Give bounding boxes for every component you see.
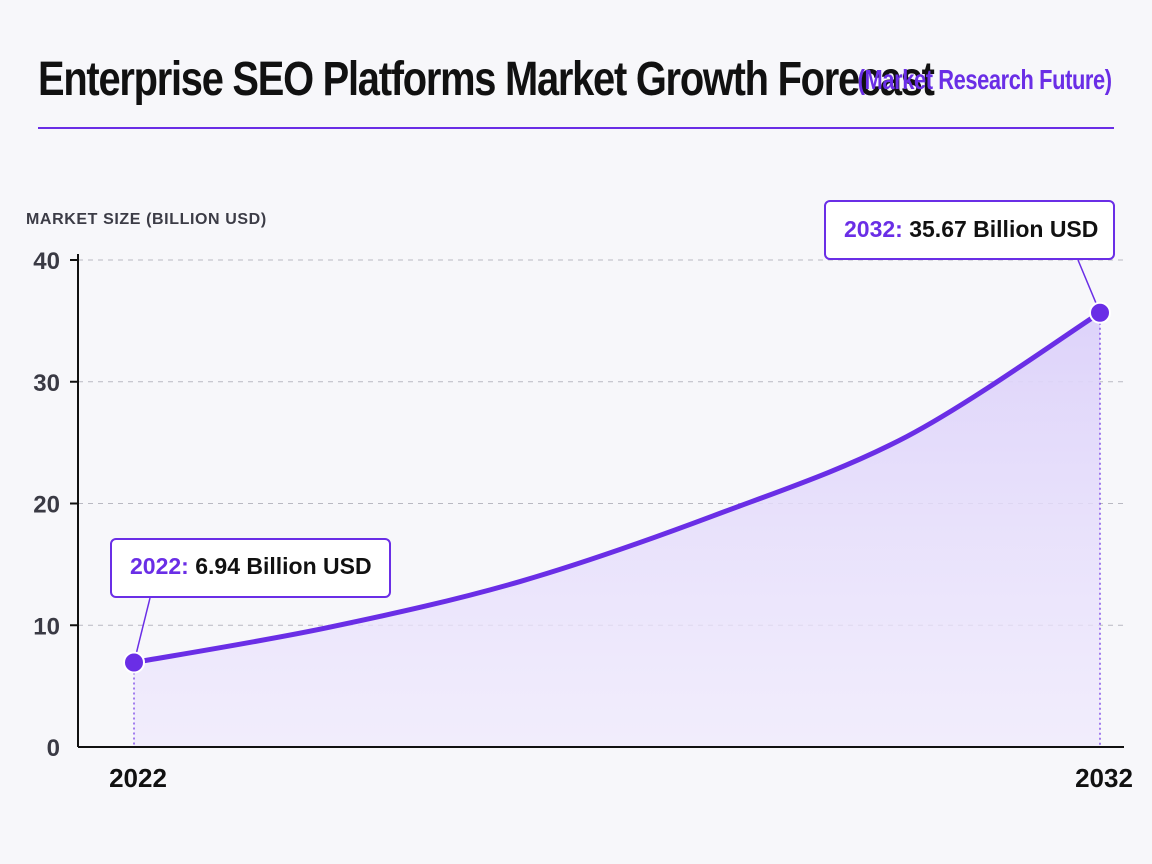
y-tick-label: 0 — [47, 735, 60, 762]
x-tick-label: 2022 — [109, 763, 167, 793]
callout-2022: 2022: 6.94 Billion USD — [110, 538, 391, 598]
y-tick-label: 20 — [33, 492, 60, 519]
chart-title: Enterprise SEO Platforms Market Growth F… — [38, 53, 935, 106]
chart-source: (Market Research Future) — [857, 64, 1112, 95]
callout-year: 2032: — [844, 216, 903, 242]
callout-leader — [133, 597, 151, 663]
callout-year: 2022: — [130, 553, 189, 579]
area-fill — [134, 312, 1100, 747]
y-tick-label: 10 — [33, 613, 60, 640]
series-line — [131, 310, 1103, 666]
y-tick-label: 30 — [33, 370, 60, 397]
y-tick-label: 40 — [33, 248, 60, 275]
callout-2032: 2032: 35.67 Billion USD — [824, 200, 1115, 260]
callout-value: 35.67 Billion USD — [909, 216, 1099, 242]
data-point-marker — [1089, 301, 1111, 324]
callout-value: 6.94 Billion USD — [195, 553, 372, 579]
x-tick-label: 2032 — [1075, 763, 1133, 793]
title-divider — [38, 127, 1114, 129]
chart-header: Enterprise SEO Platforms Market Growth F… — [38, 52, 1114, 108]
data-point-marker — [123, 651, 145, 674]
y-axis-label: MARKET SIZE (BILLION USD) — [26, 211, 267, 228]
